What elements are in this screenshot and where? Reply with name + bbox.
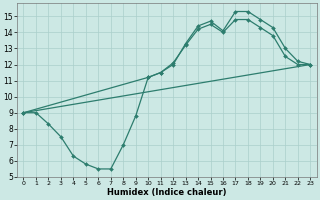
X-axis label: Humidex (Indice chaleur): Humidex (Indice chaleur)	[107, 188, 227, 197]
